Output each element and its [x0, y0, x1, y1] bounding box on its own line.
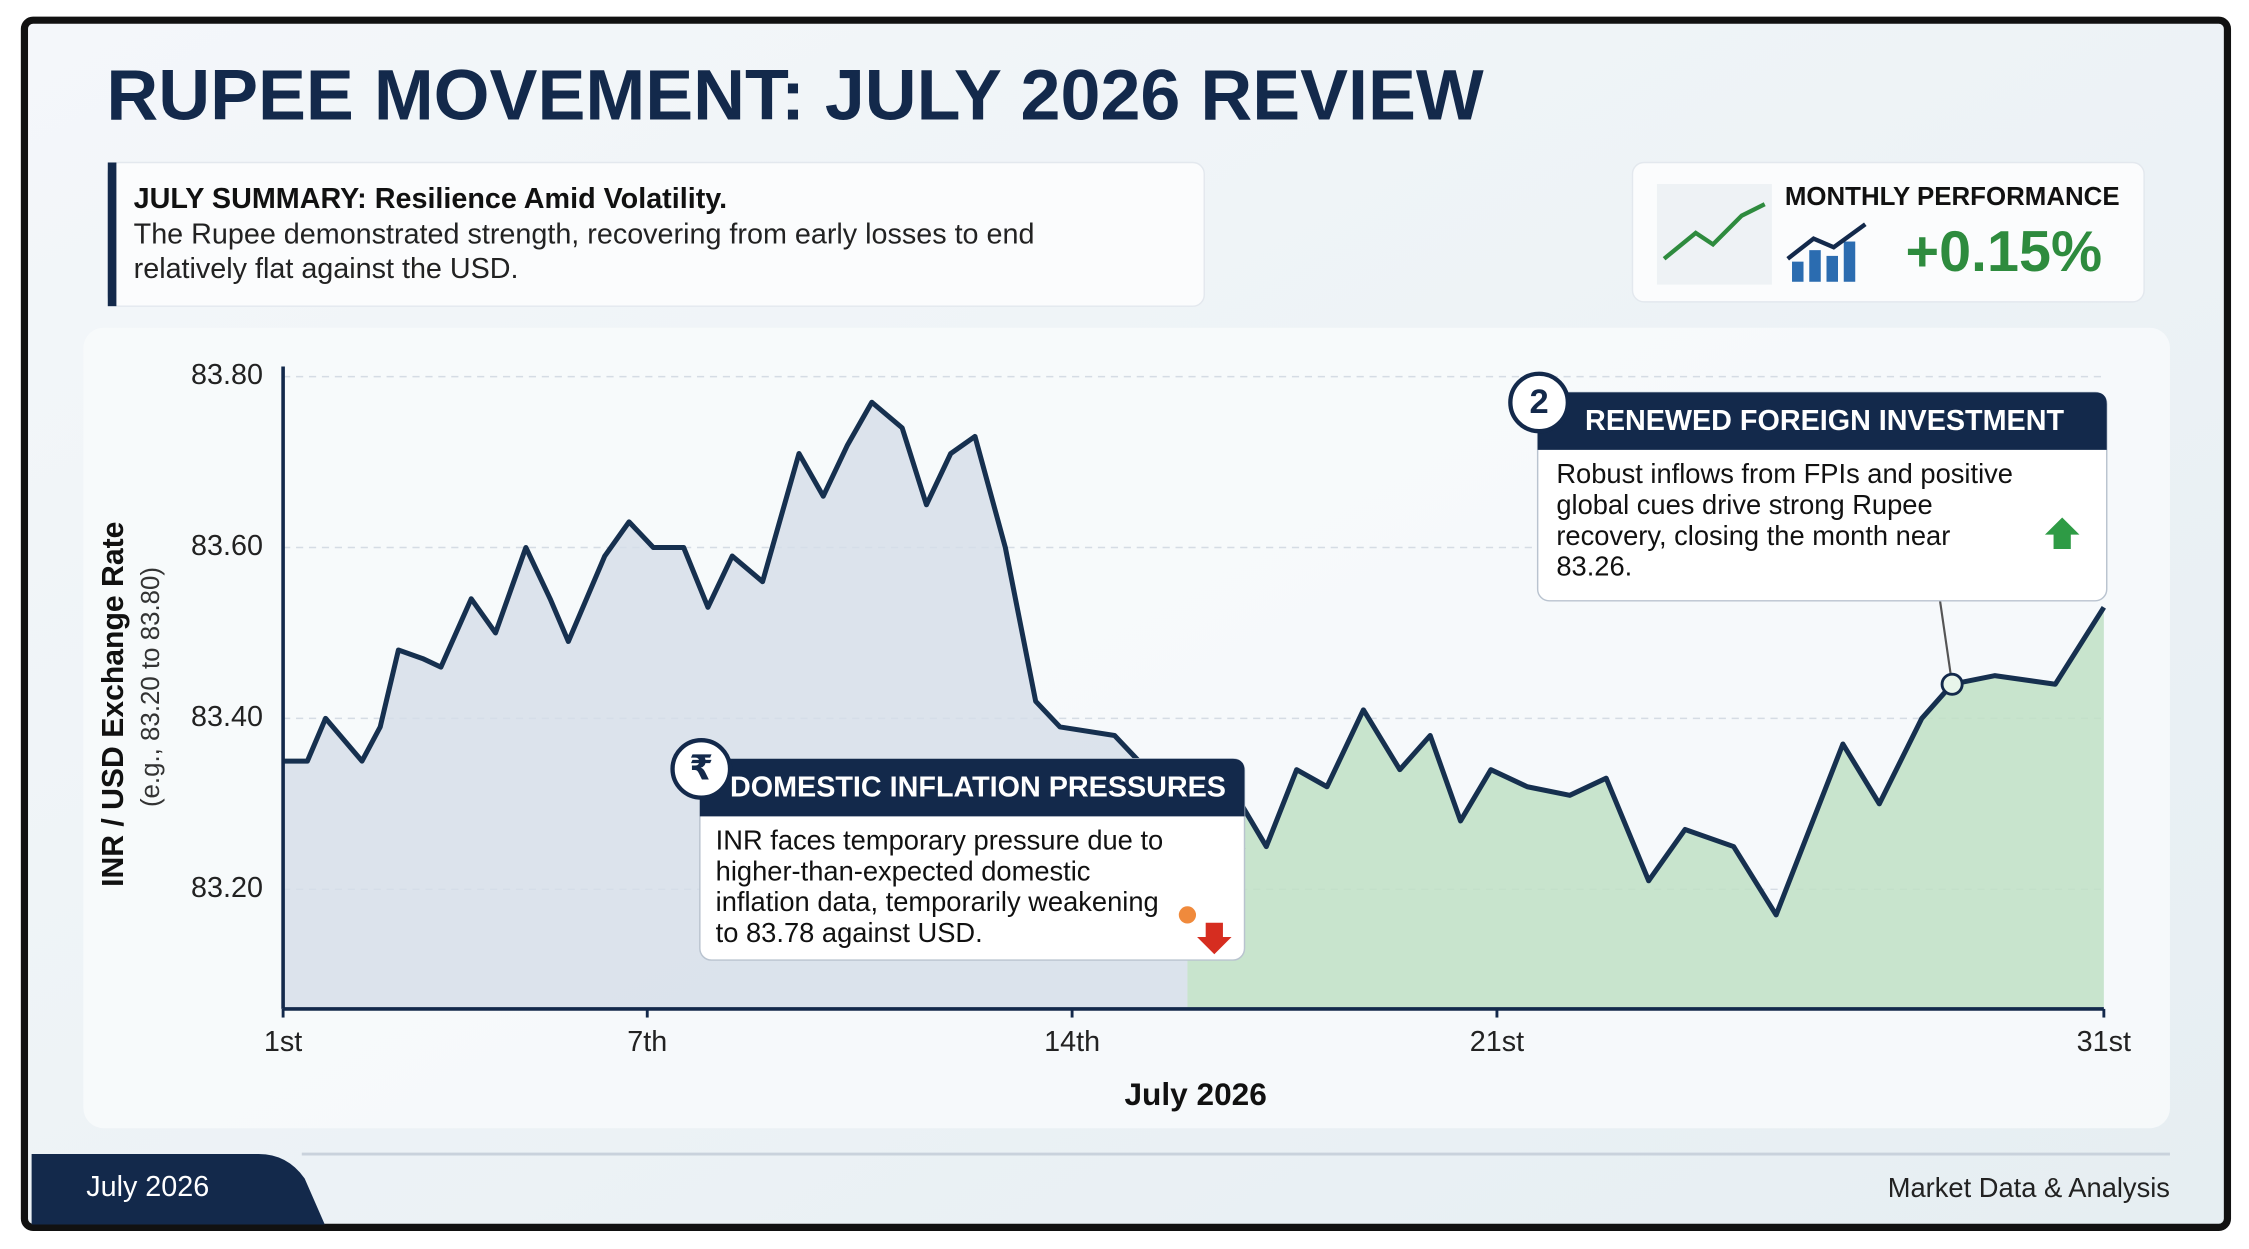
callout-text: to 83.78 against USD. [716, 917, 983, 948]
footer-source: Market Data & Analysis [1888, 1172, 2170, 1203]
callout-badge-text: ₹ [689, 749, 713, 787]
y-axis-label: INR / USD Exchange Rate [97, 522, 130, 887]
y-axis-sublabel: (e.g., 83.20 to 83.80) [137, 567, 165, 807]
x-axis-label: July 2026 [1124, 1076, 1266, 1112]
callout-badge [1508, 371, 1570, 434]
x-tick-label: 21st [1470, 1026, 1524, 1058]
y-tick-label: 83.40 [191, 701, 263, 733]
plot: 83.20 83.40 83.60 83.80 1st 7th 14th 21st 31st Ju… [97, 359, 2131, 1112]
line [283, 399, 2106, 918]
x-tick-label: 1st [264, 1026, 302, 1058]
footer-date: July 2026 [86, 1171, 209, 1203]
summary-text: relatively flat against the USD. [134, 253, 519, 285]
callout-text: 83.26. [1556, 551, 1632, 582]
annotation-marker [1940, 672, 1964, 696]
callout-header [1537, 392, 2107, 450]
callout-text: Robust inflows from FPIs and positive [1556, 458, 2013, 489]
callout-title: DOMESTIC INFLATION PRESSURES [730, 772, 1226, 804]
page-title: RUPEE MOVEMENT: JULY 2026 REVIEW [106, 56, 1484, 136]
footer-tab [31, 1154, 325, 1225]
annotation-marker [1175, 903, 1199, 927]
callout-text: global cues drive strong Rupee [1556, 489, 1932, 520]
callout-arrow [2044, 517, 2080, 550]
bars-icon [1786, 222, 1867, 282]
summary-text: The Rupee demonstrated strength, recover… [134, 218, 1035, 250]
callout-text: higher-than-expected domestic [716, 855, 1091, 886]
area-fill [1187, 607, 2104, 1009]
callout-text: recovery, closing the month near [1556, 520, 1950, 551]
summary-accent [107, 162, 117, 307]
x-tick-label: 14th [1044, 1026, 1100, 1058]
y-tick-label: 83.60 [191, 530, 263, 562]
summary-label: JULY SUMMARY: [134, 182, 367, 214]
performance-icon-bg [1656, 184, 1772, 285]
y-tick-label: 83.20 [191, 872, 263, 904]
summary-headline: Resilience Amid Volatility. [375, 182, 727, 214]
callout-badge-text: 2 [1530, 383, 1549, 421]
performance-label: MONTHLY PERFORMANCE [1785, 183, 2120, 211]
callout-badge [670, 738, 733, 800]
callout-text: INR faces temporary pressure due to [716, 824, 1164, 855]
leader-line [1938, 600, 1954, 685]
summary-heading: JULY SUMMARY: Resilience Amid Volatility… [134, 182, 727, 214]
x-tick-label: 7th [627, 1026, 667, 1058]
performance-value: +0.15% [1906, 220, 2103, 284]
y-tick-label: 83.80 [191, 359, 263, 391]
x-tick-label: 31st [2077, 1026, 2131, 1058]
performance-icon [1662, 202, 1766, 261]
callout-title: RENEWED FOREIGN INVESTMENT [1585, 405, 2064, 437]
callout-text: inflation data, temporarily weakening [716, 886, 1159, 917]
callout-header [699, 758, 1245, 817]
